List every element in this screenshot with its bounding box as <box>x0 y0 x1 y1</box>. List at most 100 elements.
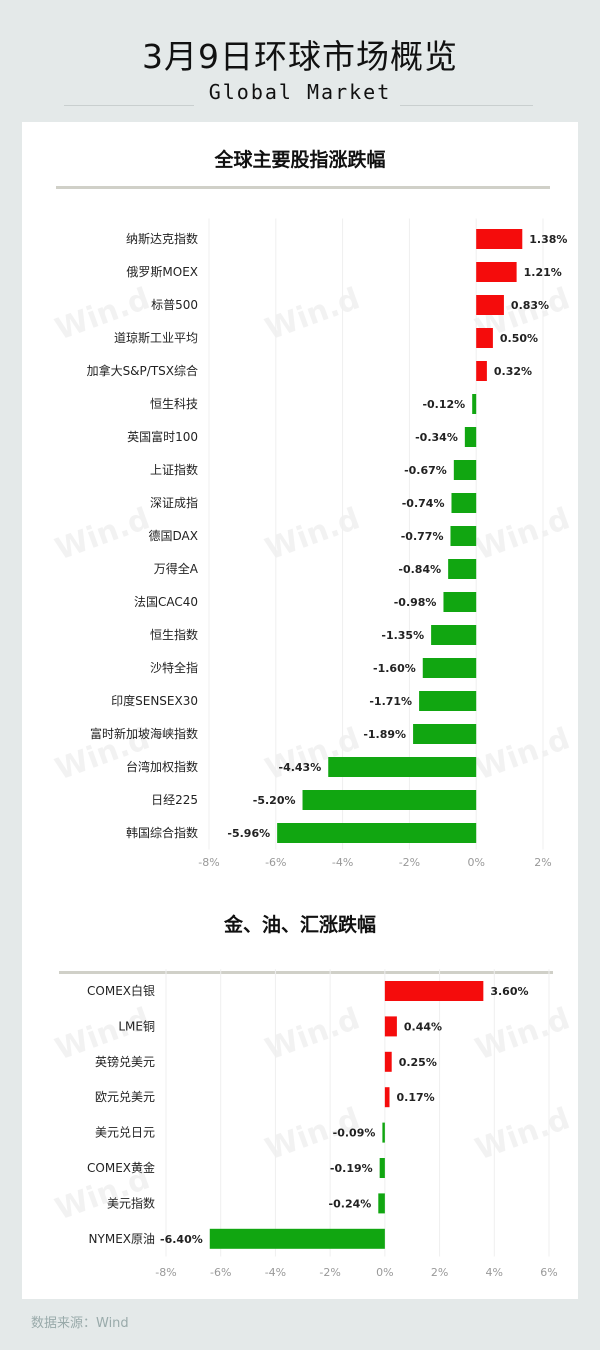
category-label: 日经225 <box>151 793 198 807</box>
category-label: 恒生科技 <box>150 397 198 411</box>
bar <box>431 625 477 645</box>
bar <box>384 1087 390 1108</box>
bar <box>443 592 477 612</box>
bar <box>476 295 504 315</box>
data-label: 0.32% <box>494 365 532 378</box>
bar <box>384 1051 392 1072</box>
category-label: LME铜 <box>118 1018 155 1033</box>
category-label: COMEX黄金 <box>87 1160 155 1175</box>
bar <box>476 262 517 282</box>
category-label: 加拿大S&P/TSX综合 <box>87 363 198 378</box>
watermark-logo: Win.d <box>471 1101 575 1167</box>
bar <box>382 1122 385 1143</box>
watermark-logo: Win.d <box>471 1001 575 1067</box>
bar <box>453 460 477 480</box>
category-label: 德国DAX <box>149 528 198 543</box>
watermark-logo: Win.d <box>261 281 365 347</box>
category-label: 韩国综合指数 <box>126 825 198 840</box>
bar <box>476 328 493 348</box>
bar <box>419 691 477 711</box>
bar <box>379 1158 385 1178</box>
x-tick-label: 2% <box>534 856 551 869</box>
bar <box>450 526 477 546</box>
x-tick-label: 2% <box>431 1266 448 1279</box>
data-label: -1.89% <box>363 728 406 741</box>
watermark-logo: Win.d <box>471 501 575 567</box>
data-label: 1.38% <box>529 233 567 246</box>
chart2-title: 金、油、汇涨跌幅 <box>223 914 376 936</box>
data-label: 0.50% <box>500 332 538 345</box>
x-tick-label: -2% <box>399 856 420 869</box>
page-title: 3月9日环球市场概览 <box>142 37 458 76</box>
data-label: 0.25% <box>399 1056 437 1069</box>
bar <box>422 658 477 678</box>
category-label: 富时新加坡海峡指数 <box>90 726 198 741</box>
category-label: 法国CAC40 <box>134 595 198 609</box>
watermark-logo: Win.d <box>261 721 365 787</box>
watermark-logo: Win.d <box>261 1001 365 1067</box>
category-label: 英国富时100 <box>127 429 198 444</box>
x-tick-label: 4% <box>486 1266 503 1279</box>
data-label: -5.96% <box>227 827 270 840</box>
chart2-divider <box>59 971 553 974</box>
data-label: 0.83% <box>511 299 549 312</box>
data-label: -0.12% <box>422 398 465 411</box>
data-label: -0.34% <box>415 431 458 444</box>
bar <box>378 1193 385 1214</box>
data-label: -0.24% <box>329 1197 372 1210</box>
category-label: 英镑兑美元 <box>95 1054 155 1069</box>
category-label: 美元兑日元 <box>95 1126 155 1140</box>
data-label: -5.20% <box>253 794 296 807</box>
x-tick-label: 0% <box>376 1266 393 1279</box>
data-label: 1.21% <box>524 266 562 279</box>
data-label: 0.44% <box>404 1020 442 1033</box>
category-label: 美元指数 <box>107 1195 155 1210</box>
x-tick-label: -2% <box>319 1266 340 1279</box>
data-label: -0.09% <box>333 1127 376 1140</box>
category-label: 恒生指数 <box>150 627 198 642</box>
data-label: -0.98% <box>394 596 437 609</box>
category-label: COMEX白银 <box>87 983 155 998</box>
category-label: 欧元兑美元 <box>95 1090 155 1104</box>
chart1-divider <box>56 186 550 189</box>
category-label: 印度SENSEX30 <box>111 693 198 708</box>
category-label: 道琼斯工业平均 <box>114 330 198 345</box>
bar <box>476 361 487 381</box>
data-label: -1.71% <box>369 695 412 708</box>
bar <box>472 394 477 414</box>
category-label: 深证成指 <box>150 495 198 510</box>
bar <box>209 1228 385 1249</box>
bar <box>451 493 477 513</box>
bar <box>476 229 523 249</box>
category-label: 纳斯达克指数 <box>126 231 198 246</box>
x-tick-label: 0% <box>467 856 484 869</box>
bar <box>384 1016 397 1037</box>
bar <box>302 790 477 810</box>
bar <box>328 757 477 777</box>
data-label: -1.35% <box>381 629 424 642</box>
bar <box>384 981 484 1001</box>
category-label: 万得全A <box>154 561 199 576</box>
data-source: 数据来源：Wind <box>31 1316 129 1331</box>
bar <box>464 427 477 447</box>
data-label: 3.60% <box>490 985 528 998</box>
page-subtitle: Global Market <box>208 80 392 104</box>
category-label: 标普500 <box>151 298 198 312</box>
data-label: -0.19% <box>330 1162 373 1175</box>
category-label: 上证指数 <box>150 462 198 477</box>
bar <box>413 724 477 744</box>
bar <box>277 823 477 843</box>
x-tick-label: -4% <box>332 856 353 869</box>
watermark-logo: Win.d <box>471 721 575 787</box>
watermark-logo: Win.d <box>261 501 365 567</box>
category-label: 台湾加权指数 <box>126 759 198 774</box>
bar <box>448 559 477 579</box>
x-tick-label: 6% <box>540 1266 557 1279</box>
data-label: -0.67% <box>404 464 447 477</box>
category-label: NYMEX原油 <box>89 1232 155 1246</box>
watermark-logo: Win.d <box>51 501 155 567</box>
x-tick-label: -8% <box>198 856 219 869</box>
data-label: 0.17% <box>397 1091 435 1104</box>
x-tick-label: -6% <box>265 856 286 869</box>
